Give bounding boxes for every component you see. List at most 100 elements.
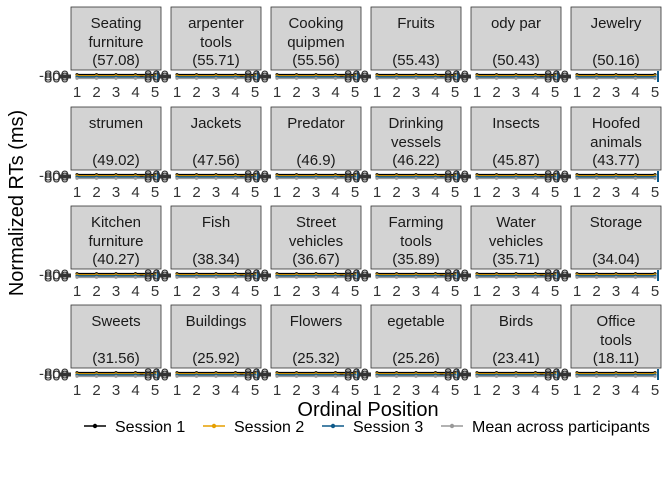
data-point (375, 76, 379, 80)
x-tick-label: 2 (392, 84, 400, 101)
data-point (175, 275, 179, 279)
x-tick-label: 1 (373, 283, 381, 300)
x-tick-label: 1 (73, 283, 81, 300)
facet-strip-label: (38.34) (192, 251, 240, 268)
y-tick-label: -800 (539, 366, 569, 383)
data-point (275, 275, 279, 279)
facet-strip (170, 106, 262, 171)
facet-strip (570, 205, 662, 270)
data-point (494, 374, 499, 378)
facet-strip-label: strumen (89, 115, 143, 132)
x-tick-label: 2 (492, 184, 500, 201)
facet-strip-label: Jewelry (591, 15, 642, 32)
x-tick-label: 5 (251, 283, 259, 300)
y-tick-label: -800 (339, 267, 369, 284)
data-point (375, 374, 379, 378)
facet-strip-label: (46.22) (392, 152, 440, 169)
data-point (494, 76, 499, 80)
data-point (253, 374, 257, 378)
x-tick-label: 1 (473, 382, 481, 399)
x-tick-label: 3 (612, 382, 620, 399)
data-point (314, 176, 318, 180)
x-tick-label: 5 (151, 382, 159, 399)
x-tick-label: 5 (251, 84, 259, 101)
x-tick-label: 3 (312, 382, 320, 399)
x-tick-label: 4 (531, 283, 539, 300)
facet-strip-label: furniture (88, 34, 143, 51)
x-tick-label: 4 (131, 184, 139, 201)
x-tick-label: 4 (331, 283, 339, 300)
data-point (114, 275, 118, 279)
facet-strip-label: Office (597, 313, 636, 330)
x-tick-label: 1 (173, 283, 181, 300)
legend: Session 1 Session 2 Session 3 Mean across p… (84, 419, 650, 436)
x-tick-label: 2 (192, 382, 200, 399)
data-point (153, 275, 157, 279)
x-tick-label: 2 (192, 283, 200, 300)
data-point (433, 275, 438, 279)
x-tick-label: 1 (373, 184, 381, 201)
data-point (294, 176, 299, 180)
x-tick-label: 5 (551, 184, 559, 201)
x-tick-label: 4 (631, 382, 639, 399)
facet-strip (470, 205, 562, 270)
data-point (214, 275, 218, 279)
x-tick-label: 2 (192, 184, 200, 201)
x-tick-label: 5 (351, 283, 359, 300)
data-point (294, 76, 299, 80)
x-tick-label: 3 (312, 283, 320, 300)
x-tick-label: 1 (473, 283, 481, 300)
x-tick-label: 2 (492, 382, 500, 399)
x-tick-label: 2 (492, 84, 500, 101)
data-point (114, 176, 118, 180)
y-tick-label: -800 (139, 68, 169, 85)
data-point (553, 275, 557, 279)
y-tick-label: 800 (444, 368, 469, 385)
data-point (594, 275, 599, 279)
x-tick-label: 5 (451, 184, 459, 201)
y-tick-label: -800 (439, 267, 469, 284)
x-tick-label: 4 (531, 382, 539, 399)
x-tick-label: 5 (351, 184, 359, 201)
x-tick-label: 4 (331, 184, 339, 201)
x-tick-label: 1 (573, 184, 581, 201)
x-tick-label: 3 (512, 84, 520, 101)
x-tick-label: 4 (131, 84, 139, 101)
facet-strip-label: (25.32) (292, 350, 340, 367)
data-point (214, 176, 218, 180)
data-point (594, 374, 599, 378)
x-tick-label: 5 (451, 84, 459, 101)
legend-entry: Session 2 (203, 419, 304, 436)
y-tick-label: 800 (244, 269, 269, 286)
facet-strip (370, 205, 462, 270)
x-tick-label: 5 (151, 84, 159, 101)
data-point (575, 374, 579, 378)
x-tick-label: 4 (431, 184, 439, 201)
y-tick-label: 800 (544, 70, 569, 87)
facet-strip (70, 205, 162, 270)
x-tick-label: 5 (651, 283, 659, 300)
data-point (514, 275, 518, 279)
x-tick-label: 3 (612, 184, 620, 201)
data-point (294, 374, 299, 378)
x-tick-label: 1 (473, 84, 481, 101)
facet-strip-label: Farming (388, 214, 443, 231)
y-tick-label: 800 (444, 269, 469, 286)
x-tick-label: 1 (73, 184, 81, 201)
x-tick-label: 1 (73, 84, 81, 101)
x-tick-label: 3 (412, 184, 420, 201)
y-tick-label: -800 (439, 366, 469, 383)
facet-strip-label: (50.43) (492, 52, 540, 69)
x-tick-label: 4 (131, 283, 139, 300)
data-point (553, 374, 557, 378)
facet-strip-label: (40.27) (92, 251, 140, 268)
data-point (433, 176, 438, 180)
x-tick-label: 2 (92, 84, 100, 101)
data-point (414, 275, 418, 279)
x-tick-label: 1 (573, 283, 581, 300)
